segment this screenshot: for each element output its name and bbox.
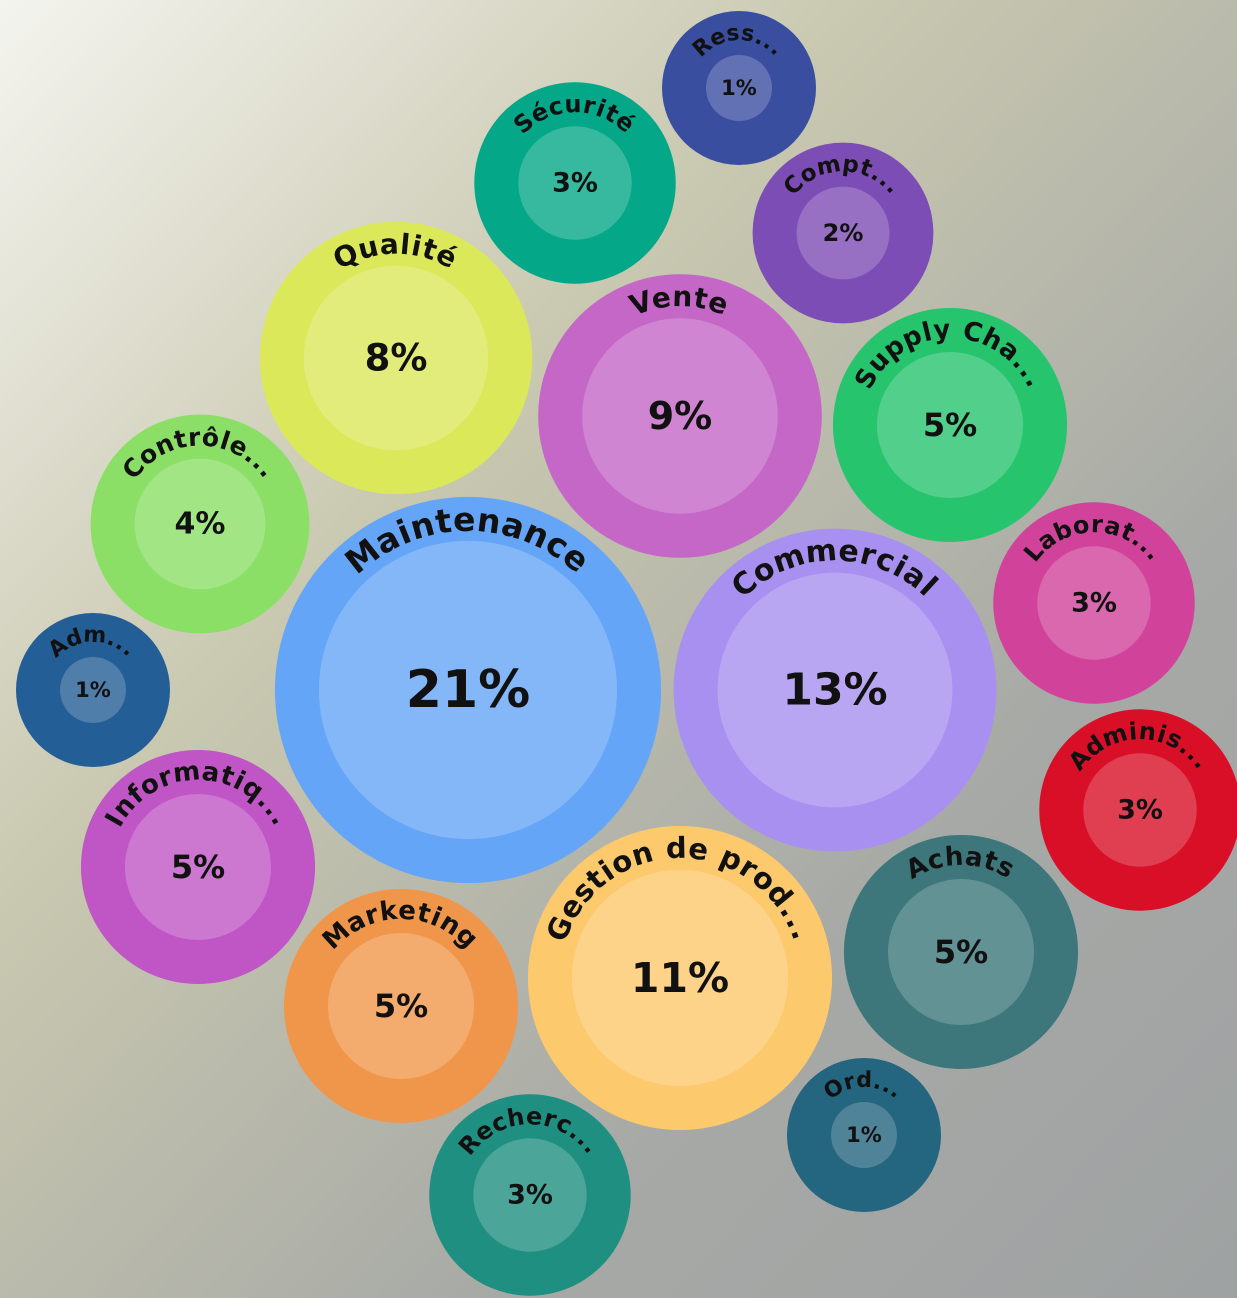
bubble <box>752 142 934 324</box>
bubble <box>527 825 833 1131</box>
value-label: 5% <box>934 933 988 971</box>
bubble <box>843 834 1079 1070</box>
bubble-inner <box>582 318 778 514</box>
value-label: 21% <box>406 660 530 720</box>
bubble-inner <box>60 657 126 723</box>
bubble <box>90 414 310 634</box>
bubble <box>673 528 997 852</box>
value-label: 13% <box>782 665 887 716</box>
bubble <box>538 274 822 558</box>
bubble-inner <box>1083 753 1197 867</box>
bubble-inner <box>706 55 772 121</box>
bubble <box>274 496 662 884</box>
bubble <box>80 749 316 985</box>
bubble <box>474 82 676 284</box>
value-label: 9% <box>648 394 713 438</box>
value-label: 5% <box>374 987 428 1025</box>
bubble <box>429 1094 631 1296</box>
bubble-inner <box>876 351 1024 499</box>
bubble-inner <box>717 572 953 808</box>
bubble-inner <box>327 932 475 1080</box>
value-label: 5% <box>171 848 225 886</box>
value-label: 3% <box>552 168 598 199</box>
bubble <box>662 11 816 165</box>
value-label: 1% <box>75 678 111 702</box>
bubble-inner <box>518 126 632 240</box>
value-label: 4% <box>175 507 226 542</box>
bubble-inner <box>1037 546 1151 660</box>
bubble <box>832 307 1068 543</box>
value-label: 3% <box>1117 795 1163 826</box>
bubble-inner <box>134 458 266 590</box>
value-label: 3% <box>507 1180 553 1211</box>
bubble-inner <box>796 186 890 280</box>
value-label: 3% <box>1071 588 1117 619</box>
value-label: 2% <box>823 219 864 247</box>
value-label: 1% <box>721 76 757 100</box>
bubble-inner <box>887 878 1035 1026</box>
bubble-inner <box>124 793 272 941</box>
bubble-inner <box>318 540 618 840</box>
bubble <box>993 502 1195 704</box>
bubble <box>787 1058 941 1212</box>
bubble-inner <box>831 1102 897 1168</box>
bubble <box>259 221 533 495</box>
bubble-inner <box>303 265 489 451</box>
value-label: 5% <box>923 406 977 444</box>
bubble <box>16 613 170 767</box>
value-label: 11% <box>631 954 729 1002</box>
bubble-inner <box>473 1138 587 1252</box>
value-label: 8% <box>365 337 428 380</box>
value-label: 1% <box>846 1123 882 1147</box>
bubble-inner <box>571 869 789 1087</box>
bubble <box>283 888 519 1124</box>
bubble <box>1039 709 1237 911</box>
